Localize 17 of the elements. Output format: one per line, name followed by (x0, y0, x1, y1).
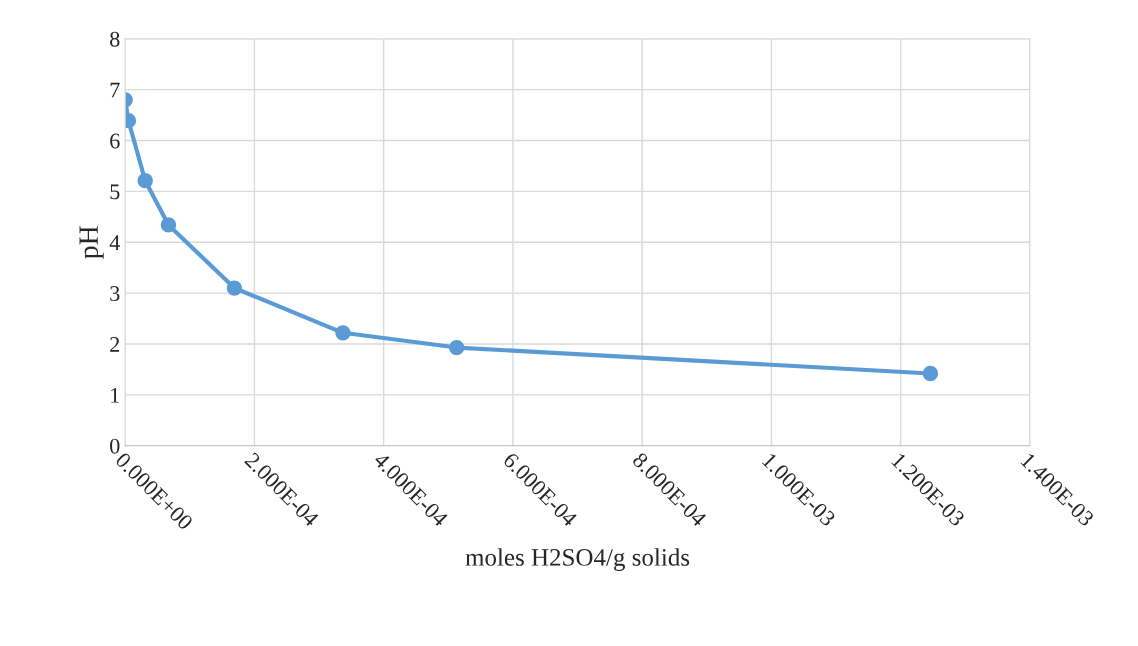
point (335, 325, 351, 341)
y-tick-label: 3 (110, 286, 120, 302)
y-tick-label: 2 (110, 336, 120, 352)
y-tick-label: 1 (111, 387, 119, 403)
y-tick-label: 0 (110, 438, 120, 454)
point (160, 217, 177, 233)
y-tick-label: 6 (110, 133, 120, 149)
point (226, 280, 243, 296)
x-axis-title: moles H2SO4/g solids (465, 548, 690, 572)
point (137, 173, 153, 189)
y-tick-label: 8 (110, 31, 120, 47)
point (922, 365, 939, 382)
y-tick-label: 5 (110, 184, 120, 200)
y-tick-label: 7 (110, 82, 120, 98)
point (449, 339, 465, 356)
y-axis-title: pH (79, 226, 104, 259)
y-tick-label: 4 (109, 235, 120, 250)
